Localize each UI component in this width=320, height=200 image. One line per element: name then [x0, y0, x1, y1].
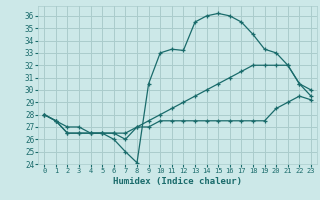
X-axis label: Humidex (Indice chaleur): Humidex (Indice chaleur) [113, 177, 242, 186]
